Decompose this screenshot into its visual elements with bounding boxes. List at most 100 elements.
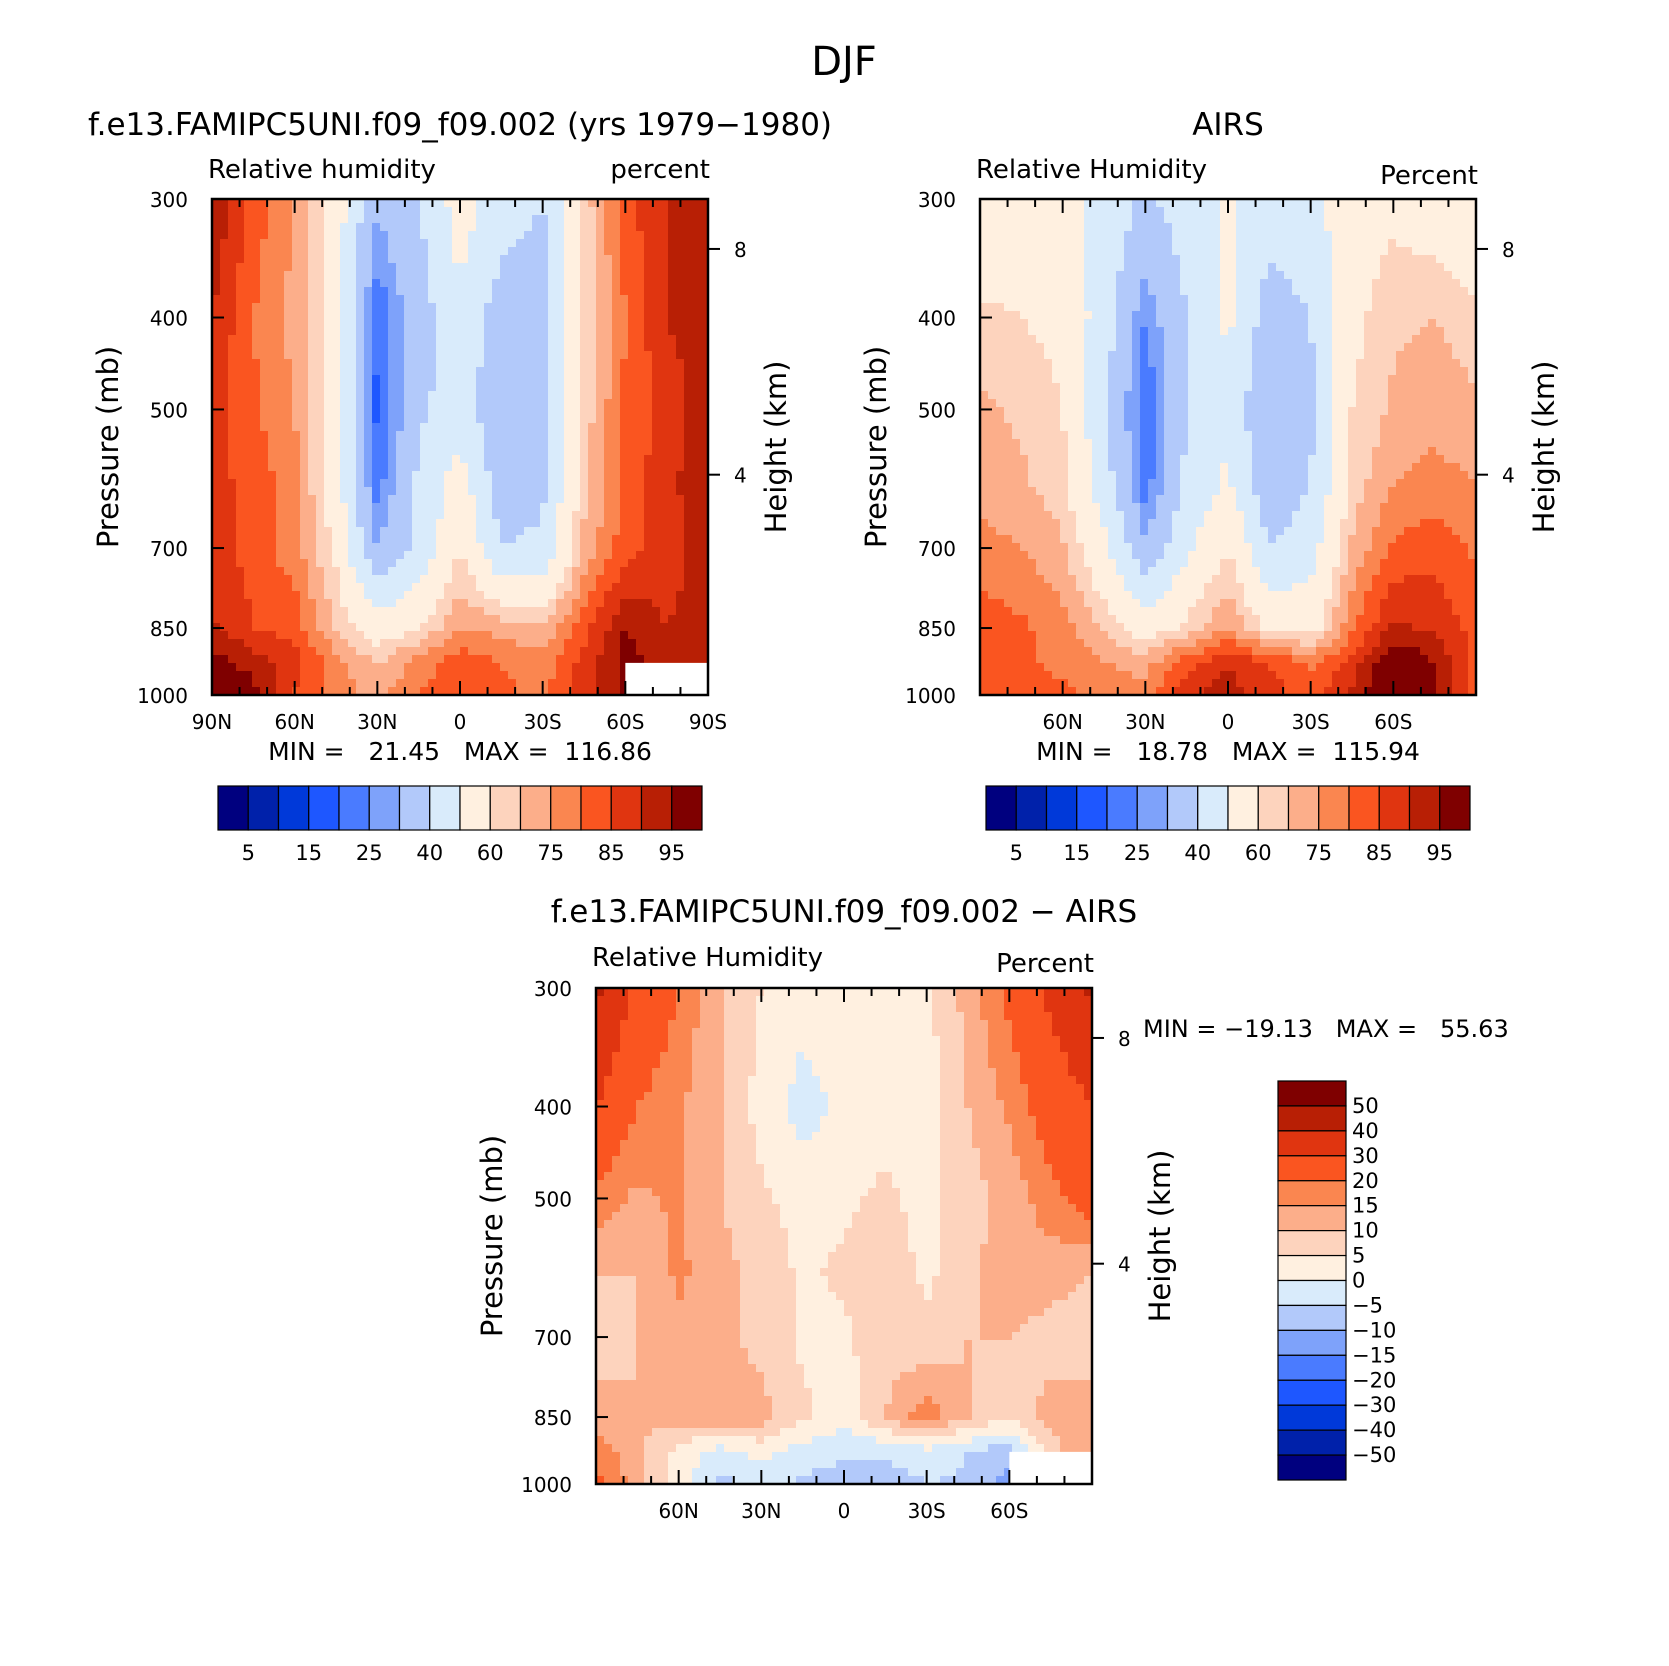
- contour-cell: [1380, 215, 1389, 224]
- contour-cell: [332, 623, 341, 632]
- contour-cell: [252, 479, 261, 488]
- contour-cell: [316, 615, 325, 624]
- contour-cell: [612, 655, 621, 664]
- contour-cell: [380, 543, 389, 552]
- contour-cell: [252, 279, 261, 288]
- contour-cell: [516, 447, 525, 456]
- contour-cell: [508, 423, 517, 432]
- contour-cell: [260, 431, 269, 440]
- contour-cell: [308, 351, 317, 360]
- contour-cell: [332, 415, 341, 424]
- contour-cell: [532, 383, 541, 392]
- contour-cell: [356, 639, 365, 648]
- contour-cell: [684, 383, 693, 392]
- contour-cell: [460, 631, 469, 640]
- contour-cell: [676, 247, 685, 256]
- contour-cell: [572, 287, 581, 296]
- contour-cell: [1380, 311, 1389, 320]
- contour-cell: [588, 679, 597, 688]
- contour-cell: [380, 503, 389, 512]
- contour-cell: [460, 639, 469, 648]
- contour-cell: [1228, 295, 1237, 304]
- contour-cell: [276, 279, 285, 288]
- contour-cell: [388, 391, 397, 400]
- contour-cell: [380, 343, 389, 352]
- contour-cell: [444, 407, 453, 416]
- contour-cell: [308, 407, 317, 416]
- contour-cell: [428, 679, 437, 688]
- contour-cell: [508, 471, 517, 480]
- contour-cell: [1164, 327, 1173, 336]
- contour-cell: [524, 631, 533, 640]
- contour-cell: [692, 279, 701, 288]
- contour-cell: [980, 327, 989, 336]
- contour-cell: [436, 471, 445, 480]
- contour-cell: [668, 455, 677, 464]
- contour-cell: [284, 567, 293, 576]
- contour-cell: [1276, 199, 1285, 208]
- contour-cell: [1348, 279, 1357, 288]
- contour-cell: [316, 215, 325, 224]
- contour-cell: [468, 311, 477, 320]
- contour-cell: [1212, 271, 1221, 280]
- contour-cell: [316, 655, 325, 664]
- contour-cell: [620, 287, 629, 296]
- contour-cell: [1332, 199, 1341, 208]
- contour-cell: [508, 271, 517, 280]
- contour-cell: [220, 239, 229, 248]
- contour-cell: [492, 663, 501, 672]
- contour-cell: [308, 527, 317, 536]
- contour-cell: [444, 343, 453, 352]
- contour-cell: [300, 535, 309, 544]
- contour-cell: [220, 463, 229, 472]
- contour-cell: [668, 543, 677, 552]
- contour-cell: [364, 303, 373, 312]
- contour-cell: [516, 367, 525, 376]
- contour-cell: [452, 383, 461, 392]
- contour-cell: [468, 319, 477, 328]
- contour-cell: [268, 543, 277, 552]
- contour-cell: [1348, 231, 1357, 240]
- contour-cell: [1300, 327, 1309, 336]
- contour-cell: [460, 647, 469, 656]
- contour-cell: [388, 311, 397, 320]
- contour-cell: [548, 655, 557, 664]
- contour-cell: [476, 327, 485, 336]
- contour-cell: [268, 487, 277, 496]
- contour-cell: [380, 223, 389, 232]
- contour-cell: [596, 239, 605, 248]
- contour-cell: [300, 415, 309, 424]
- contour-cell: [468, 343, 477, 352]
- contour-cell: [404, 431, 413, 440]
- contour-cell: [388, 463, 397, 472]
- contour-cell: [300, 487, 309, 496]
- contour-cell: [388, 343, 397, 352]
- contour-cell: [300, 671, 309, 680]
- contour-cell: [692, 631, 701, 640]
- contour-cell: [324, 567, 333, 576]
- contour-cell: [284, 407, 293, 416]
- contour-cell: [556, 287, 565, 296]
- contour-cell: [484, 495, 493, 504]
- contour-cell: [492, 399, 501, 408]
- contour-cell: [660, 455, 669, 464]
- contour-cell: [372, 407, 381, 416]
- contour-cell: [300, 559, 309, 568]
- contour-cell: [508, 263, 517, 272]
- contour-cell: [692, 503, 701, 512]
- contour-cell: [260, 663, 269, 672]
- contour-cell: [580, 423, 589, 432]
- contour-cell: [236, 471, 245, 480]
- contour-cell: [676, 479, 685, 488]
- contour-cell: [1268, 303, 1277, 312]
- contour-cell: [676, 511, 685, 520]
- contour-cell: [604, 447, 613, 456]
- contour-cell: [492, 671, 501, 680]
- contour-cell: [372, 383, 381, 392]
- contour-cell: [340, 447, 349, 456]
- contour-cell: [1228, 327, 1237, 336]
- contour-cell: [468, 495, 477, 504]
- contour-cell: [308, 383, 317, 392]
- contour-cell: [636, 263, 645, 272]
- contour-cell: [1172, 255, 1181, 264]
